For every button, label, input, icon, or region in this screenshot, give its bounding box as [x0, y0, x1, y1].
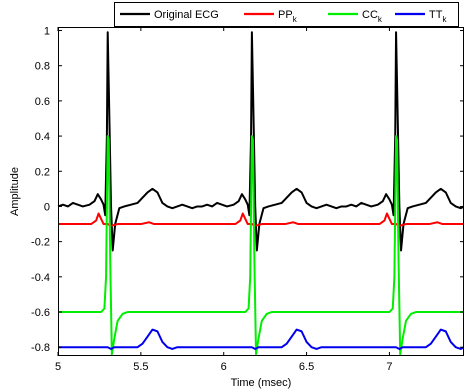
- y-tick-label: 0.8: [35, 61, 50, 73]
- series-line-original-ecg: [57, 31, 464, 252]
- series-line-cc-k: [58, 135, 464, 356]
- y-tick-label: -0.6: [31, 307, 50, 319]
- legend: Original ECG PPk CCk TTk: [114, 2, 459, 27]
- x-axis: 5 5.5 6 6.5 7: [55, 27, 392, 373]
- y-tick-label: -0.4: [31, 272, 50, 284]
- x-tick-label: 6: [221, 361, 227, 373]
- y-tick-label: 0.4: [35, 131, 50, 143]
- y-axis: -0.8 -0.6 -0.4 -0.2 0 0.2 0.4 0.6 0.8 1: [31, 26, 464, 354]
- plot-lines: [57, 31, 464, 356]
- legend-label: CCk: [362, 9, 383, 24]
- x-tick-label: 7: [386, 361, 392, 373]
- legend-label: Original ECG: [154, 9, 219, 21]
- y-tick-label: 1: [44, 26, 50, 38]
- x-axis-label: Time (msec): [231, 377, 292, 389]
- y-tick-label: -0.2: [31, 237, 50, 249]
- plot-frame: [58, 27, 464, 356]
- y-tick-label: -0.8: [31, 342, 50, 354]
- y-tick-label: 0.2: [35, 166, 50, 178]
- series-line-pp-k: [58, 212, 464, 227]
- x-tick-label: 5.5: [133, 361, 148, 373]
- y-tick-label: 0.6: [35, 96, 50, 108]
- x-tick-label: 5: [55, 361, 61, 373]
- y-tick-label: 0: [44, 201, 50, 213]
- y-axis-label: Amplitude: [9, 167, 21, 216]
- x-tick-label: 6.5: [299, 361, 314, 373]
- series-line-tt-k: [58, 328, 464, 350]
